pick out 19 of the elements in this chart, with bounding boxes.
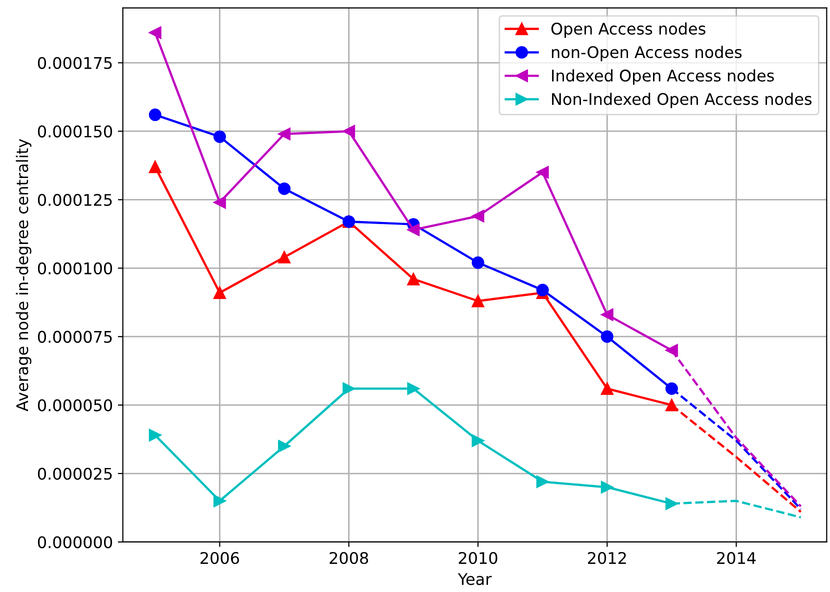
y-axis-title: Average node in-degree centrality	[16, 139, 32, 412]
x-axis-title: Year	[458, 573, 492, 586]
legend-label: Non-Indexed Open Access nodes	[552, 92, 812, 108]
y-tick-label: 0.000100	[38, 262, 112, 274]
x-tick-label: 2012	[588, 552, 626, 564]
x-tick-label: 2014	[717, 552, 756, 564]
legend-label: non-Open Access nodes	[552, 46, 742, 62]
y-tick-label: 0.000025	[38, 468, 112, 480]
y-tick-label: 0.000150	[38, 125, 112, 138]
legend-label: Indexed Open Access nodes	[552, 69, 774, 85]
x-tick-label: 2006	[200, 552, 240, 564]
y-tick-label: 0.000075	[38, 330, 112, 343]
legend-label: Open Access nodes	[551, 22, 706, 38]
y-tick-label: 0.000050	[38, 399, 112, 412]
y-tick-label: 0.000175	[38, 56, 112, 70]
y-tick-label: 0.000000	[38, 536, 112, 548]
y-tick-label: 0.000125	[38, 194, 112, 206]
x-tick-label: 2008	[330, 552, 368, 564]
x-tick-label: 2010	[458, 552, 498, 564]
